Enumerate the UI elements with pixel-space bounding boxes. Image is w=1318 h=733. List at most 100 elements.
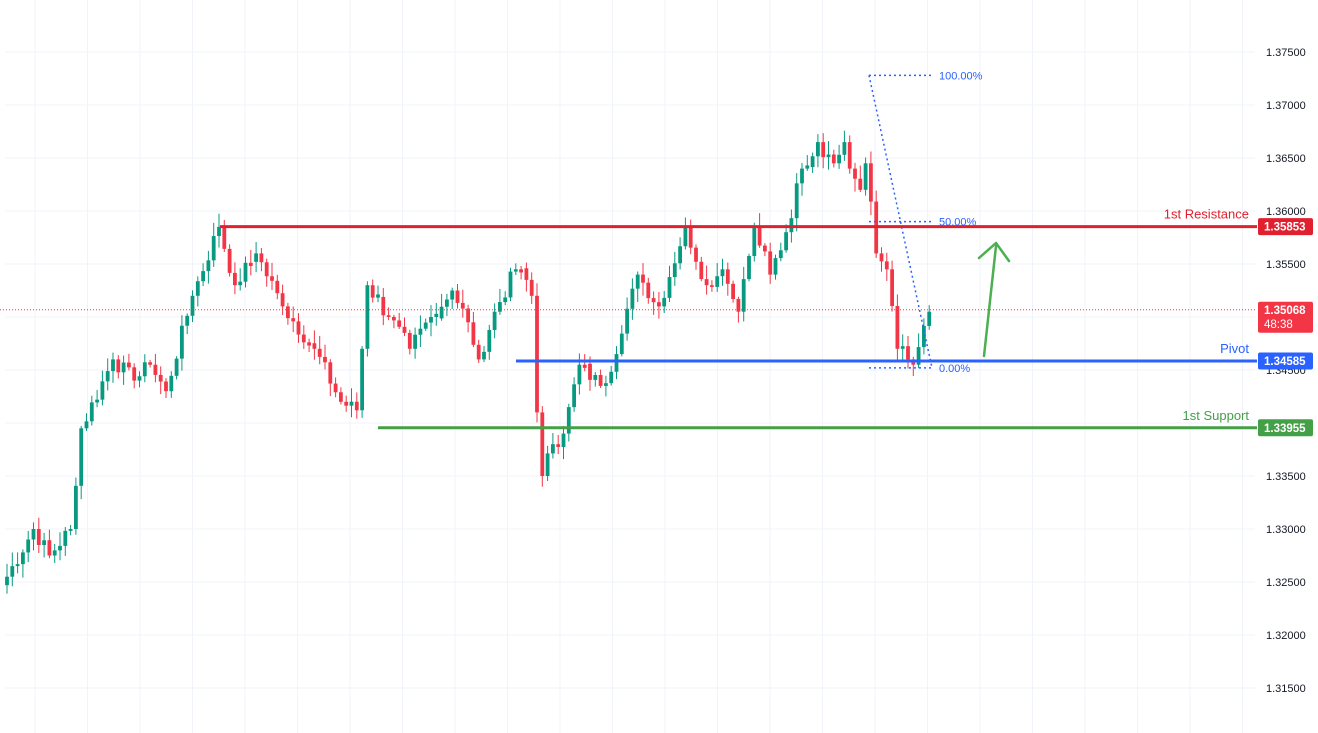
candle-body (736, 299, 741, 312)
candle-body (68, 529, 73, 531)
candle-body (450, 290, 455, 300)
y-tick-label: 1.35500 (1266, 259, 1306, 271)
current-price-tag: 1.35068 48:38 (1258, 301, 1313, 333)
candle-body (482, 351, 486, 360)
candle-body (513, 269, 518, 272)
candle-body (5, 576, 9, 586)
candle-body (503, 297, 508, 303)
y-tick-label: 1.37000 (1266, 100, 1306, 112)
candle-body (164, 381, 168, 392)
candle-body (821, 142, 826, 158)
candle-body (142, 362, 147, 377)
candle-body (439, 306, 444, 319)
candle-body (572, 384, 576, 408)
candle-body (619, 333, 624, 355)
candle-body (365, 285, 370, 349)
candle-body (291, 318, 296, 322)
candle-body (916, 347, 921, 365)
candle-body (625, 308, 629, 334)
candle-body (895, 306, 900, 349)
candle-body (487, 329, 492, 352)
candle-body (460, 302, 465, 309)
svg-text:1.33955: 1.33955 (1264, 423, 1306, 435)
resistance-price-tag: 1.35853 (1258, 218, 1313, 236)
candle-body (646, 282, 651, 299)
support-label: 1st Support (1183, 408, 1250, 423)
candle-body (190, 295, 195, 316)
candle-body (614, 354, 619, 372)
candle-body (678, 246, 682, 264)
candle-body (413, 334, 417, 349)
candle-body (498, 302, 502, 312)
candle-body (757, 226, 762, 246)
candle-body (784, 232, 788, 251)
candle-body (508, 271, 513, 298)
candle-body (333, 383, 338, 393)
candle-body (58, 545, 62, 551)
candle-body (201, 271, 205, 282)
candle-body (529, 279, 534, 296)
candle-body (301, 334, 306, 343)
candle-body (604, 383, 608, 386)
candle-body (900, 346, 905, 349)
candle-body (26, 539, 31, 553)
candle-body (328, 362, 333, 384)
candle-body (630, 288, 635, 309)
fibonacci-retracement[interactable]: 100.00% 50.00% 0.00% (868, 70, 983, 375)
candle-body (370, 285, 375, 298)
candle-body (471, 322, 476, 345)
candle-body (476, 344, 481, 360)
candle-body (842, 142, 847, 155)
candle-body (132, 367, 137, 381)
candle-body (847, 142, 852, 169)
candle-body (79, 428, 84, 486)
candle-body (238, 281, 243, 286)
candle-body (275, 280, 280, 294)
candle-body (800, 168, 804, 184)
candle-body (577, 364, 582, 385)
candle-body (858, 178, 863, 190)
candle-body (116, 359, 121, 373)
candle-body (837, 154, 841, 164)
candle-body (879, 253, 884, 262)
candle-body (137, 376, 142, 381)
pivot-price-tag: 1.34585 (1258, 352, 1313, 370)
candle-body (524, 268, 529, 280)
candle-body (153, 364, 158, 375)
svg-text:1.35853: 1.35853 (1264, 222, 1306, 234)
candle-body (42, 540, 46, 545)
candle-body (339, 392, 343, 402)
candle-body (884, 261, 889, 270)
candle-body (259, 253, 264, 263)
candle-body (741, 279, 746, 312)
price-axis[interactable]: 1.37500 1.37000 1.36500 1.36000 1.35500 1.350… (1266, 47, 1306, 695)
candle-body (694, 247, 698, 262)
candle-body (206, 260, 211, 272)
candle-body (725, 269, 730, 284)
candle-body (270, 276, 274, 281)
candle-body (720, 269, 725, 277)
candle-body (248, 262, 253, 266)
candle-body (816, 142, 820, 157)
candle-body (185, 315, 190, 326)
resistance-label: 1st Resistance (1164, 207, 1249, 222)
candlestick-series (5, 130, 932, 594)
candle-body (169, 375, 174, 392)
candle-body (111, 359, 115, 372)
candle-body (651, 298, 656, 303)
candle-body (386, 315, 391, 317)
candle-body (31, 529, 36, 540)
candle-body (15, 564, 20, 567)
candle-body (540, 412, 545, 476)
candle-body (609, 371, 614, 384)
svg-text:1.34585: 1.34585 (1264, 356, 1306, 368)
candle-body (853, 168, 857, 179)
candle-body (227, 248, 232, 273)
candle-body (922, 325, 926, 348)
candle-body (344, 401, 349, 406)
candle-body (492, 311, 497, 330)
candle-body (47, 540, 52, 556)
candle-body (105, 371, 110, 382)
candle-body (667, 277, 672, 298)
